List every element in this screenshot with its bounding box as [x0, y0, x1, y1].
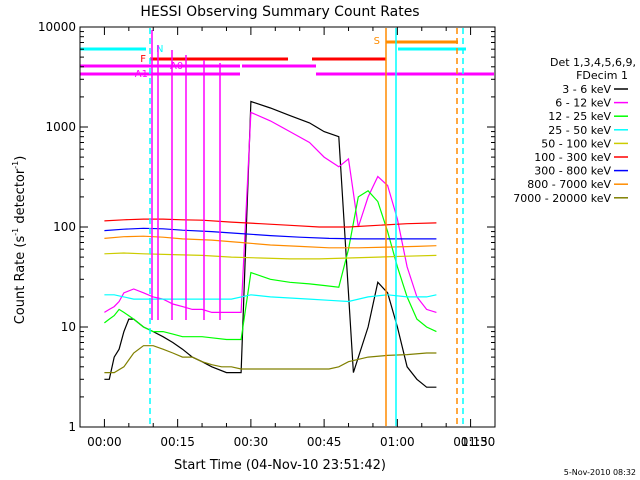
- x-tick-label-5: 01:15: [453, 435, 488, 449]
- chart-title: HESSI Observing Summary Count Rates: [140, 4, 419, 20]
- flag-label-s: S: [374, 36, 380, 47]
- x-tick-label-6: 01:30: [461, 435, 496, 449]
- y-tick-label-3: 1000: [45, 120, 76, 134]
- series-line-4: [104, 252, 437, 260]
- legend-label-2: 12 - 25 keV: [548, 110, 611, 123]
- y-tick-label-0: 1: [68, 420, 76, 434]
- legend-label-7: 800 - 7000 keV: [527, 178, 611, 191]
- y-tick-label-2: 100: [53, 220, 76, 234]
- x-tick-label-2: 00:30: [234, 435, 269, 449]
- series-line-7: [104, 235, 437, 249]
- attenuator-flags: NF A0 A1 S: [80, 28, 494, 426]
- flag-label-f: F: [140, 54, 146, 65]
- legend-label-4: 50 - 100 keV: [541, 137, 611, 150]
- series-line-6: [104, 227, 437, 240]
- legend-label-1: 6 - 12 keV: [555, 97, 611, 110]
- flag-label-n: N: [156, 44, 163, 55]
- legend-heading-2: FDecim 1: [576, 69, 628, 82]
- x-tick-label-4: 01:00: [380, 435, 415, 449]
- legend-heading-1: Det 1,3,4,5,6,9,: [550, 56, 636, 69]
- x-axis-label: Start Time (04-Nov-10 23:51:42): [174, 458, 386, 473]
- legend-label-6: 300 - 800 keV: [534, 165, 611, 178]
- legend-label-8: 7000 - 20000 keV: [513, 192, 611, 205]
- footer-date: 5-Nov-2010 08:32: [564, 468, 636, 477]
- flag-label-a1: A1: [135, 69, 148, 80]
- series-line-3: [104, 294, 437, 303]
- legend-label-5: 100 - 300 keV: [534, 151, 611, 164]
- y-axis: 1 10 100 1000 10000: [38, 20, 495, 434]
- y-axis-label: Count Rate (s-1 detector-1): [11, 156, 28, 325]
- series-line-8: [104, 345, 437, 374]
- y-tick-label-4: 10000: [38, 20, 76, 34]
- x-tick-label-0: 00:00: [87, 435, 122, 449]
- legend-label-3: 25 - 50 keV: [548, 124, 611, 137]
- x-tick-label-1: 00:15: [160, 435, 195, 449]
- flag-label-a0: A0: [170, 61, 183, 72]
- y-tick-label-1: 10: [61, 320, 76, 334]
- x-tick-label-3: 00:45: [307, 435, 342, 449]
- series-line-5: [104, 218, 437, 228]
- legend-label-0: 3 - 6 keV: [562, 83, 611, 96]
